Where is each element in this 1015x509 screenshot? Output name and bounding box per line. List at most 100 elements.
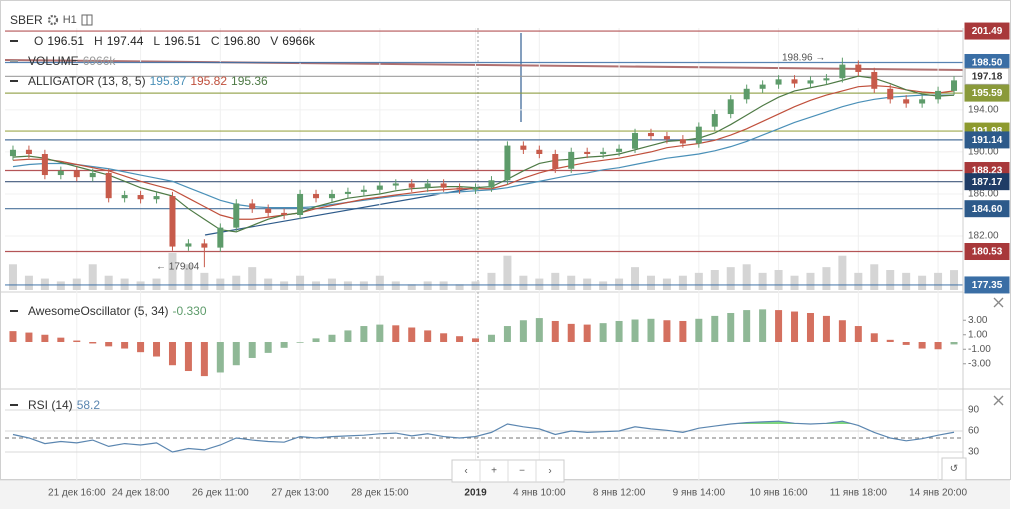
ao-bar — [296, 342, 304, 343]
volume-bar — [567, 275, 576, 290]
nav-button[interactable]: › — [548, 466, 551, 477]
ao-bar — [41, 334, 49, 343]
legend-value: 195.87 — [149, 74, 187, 88]
volume-bar — [950, 270, 959, 290]
legend-name: AwesomeOscillator (5, 34) — [28, 304, 169, 318]
volume-bar — [631, 267, 640, 290]
layout-icon[interactable] — [81, 14, 93, 26]
volume-bar — [583, 278, 592, 290]
ao-bar — [137, 342, 145, 353]
alligator-line — [12, 75, 955, 233]
volume-bar — [710, 270, 719, 290]
candle-body — [951, 80, 958, 91]
candle-body — [153, 196, 160, 200]
legend-key: L — [153, 34, 161, 48]
volume-bar — [280, 281, 289, 290]
volume-bar — [184, 264, 193, 290]
candle-body — [823, 78, 830, 81]
candle-body — [935, 90, 942, 100]
volume-bar — [168, 252, 177, 290]
navigation-bar — [451, 457, 967, 483]
volume-bar — [551, 272, 560, 290]
legend-key: O — [34, 34, 44, 48]
level-label: 180.53 — [972, 247, 1003, 258]
volume-bar — [934, 272, 943, 290]
level-box — [964, 200, 1010, 218]
candle-body — [376, 185, 383, 190]
volume-bar — [40, 278, 49, 290]
x-tick-label: 26 дек 11:00 — [192, 488, 249, 499]
close-button[interactable] — [993, 395, 1004, 406]
reset-icon[interactable]: ↺ — [950, 464, 958, 475]
candle-body — [632, 132, 639, 149]
volume-bar — [790, 275, 799, 290]
legend-value: 195.36 — [231, 74, 268, 88]
x-tick-label: 27 дек 13:00 — [271, 488, 329, 499]
x-tick-label: 11 янв 18:00 — [830, 488, 888, 499]
y-tick-label: 60 — [968, 426, 980, 437]
candle-body — [328, 193, 335, 199]
frame — [0, 0, 1011, 480]
candle-body — [616, 148, 623, 152]
candle-body — [297, 193, 304, 216]
ao-bar — [567, 323, 575, 343]
volume-bar — [838, 255, 847, 290]
legend-name: RSI (14) — [28, 398, 73, 412]
ao-bar — [344, 330, 352, 343]
ao-bar — [599, 323, 607, 343]
ao-bar — [902, 342, 910, 345]
candle-body — [679, 139, 686, 144]
ao-bar — [583, 324, 591, 343]
ao-bar — [89, 342, 97, 344]
candle-body — [711, 114, 718, 127]
volume-bar — [391, 281, 400, 290]
ao-bar — [806, 312, 814, 343]
ao-bar — [854, 326, 862, 343]
volume-bar — [439, 281, 448, 290]
timeframe[interactable]: H1 — [62, 14, 77, 26]
nav-button[interactable]: − — [519, 466, 525, 477]
level-box — [964, 276, 1010, 294]
ao-bar — [153, 342, 161, 357]
alligator-line — [12, 85, 955, 220]
ao-bar — [216, 342, 224, 373]
legend-value: 6966k — [282, 34, 315, 48]
x-tick-label: 28 дек 15:00 — [351, 488, 409, 499]
rsi-legend: RSI (14) 58.2 — [10, 398, 100, 412]
candle-body — [903, 99, 910, 104]
ao-bar — [711, 315, 719, 343]
volume-bar — [423, 281, 432, 290]
ao-bar — [519, 320, 527, 343]
candle-body — [552, 154, 559, 169]
candle-body — [249, 203, 256, 209]
volume-bar — [200, 272, 209, 290]
candle-body — [392, 183, 399, 186]
x-tick-label: 14 янв 20:00 — [909, 488, 967, 499]
reset-button[interactable] — [941, 457, 967, 481]
ao-bar — [200, 342, 208, 377]
legend-key: H — [94, 34, 103, 48]
ao-bar — [184, 342, 192, 372]
candle-body — [504, 145, 511, 181]
close-button[interactable] — [993, 297, 1004, 308]
volume-bar — [503, 255, 512, 290]
ao-bar — [9, 331, 17, 343]
ao-bar — [870, 333, 878, 343]
candle-body — [265, 208, 272, 213]
ao-bar — [232, 342, 240, 366]
nav-button[interactable]: + — [491, 466, 497, 477]
candle-body — [520, 145, 527, 150]
symbol[interactable]: SBER — [10, 13, 43, 27]
settings-icon[interactable] — [47, 14, 59, 26]
volume-bar — [886, 270, 895, 290]
ao-bar — [838, 320, 846, 343]
nav-button[interactable]: ‹ — [464, 466, 467, 477]
candle-body — [41, 154, 48, 176]
level-box — [964, 243, 1010, 261]
price-panel: 198.96 → ← 179.04 — [5, 28, 963, 480]
candle-body — [727, 99, 734, 115]
volume-bar — [806, 272, 815, 290]
level-box — [964, 22, 1010, 40]
legend-name: VOLUME — [28, 54, 79, 68]
candle-body — [360, 189, 367, 192]
